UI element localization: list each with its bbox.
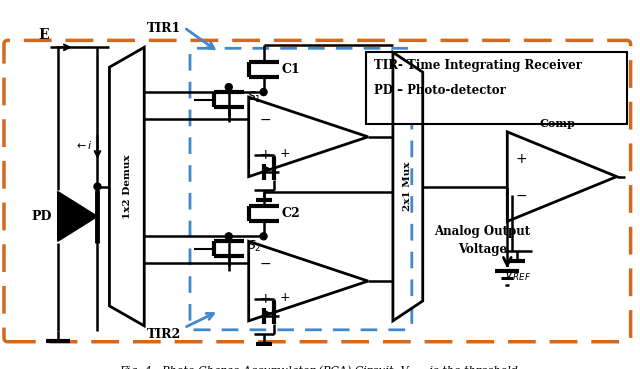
Circle shape bbox=[260, 233, 267, 240]
Circle shape bbox=[260, 89, 267, 96]
Text: TIR1: TIR1 bbox=[147, 23, 182, 35]
Text: 1x2 Demux: 1x2 Demux bbox=[123, 154, 132, 219]
Text: Fig. 4.  Photo Charge Accumulator (PCA) Circuit. V      is the threshold: Fig. 4. Photo Charge Accumulator (PCA) C… bbox=[119, 366, 518, 369]
Text: C1: C1 bbox=[282, 63, 300, 76]
Text: 2x1 Mux: 2x1 Mux bbox=[403, 162, 412, 211]
Text: PD – Photo-detector: PD – Photo-detector bbox=[374, 84, 506, 97]
Circle shape bbox=[225, 84, 232, 90]
Text: $\leftarrow i$: $\leftarrow i$ bbox=[74, 139, 93, 151]
Text: Voltage: Voltage bbox=[458, 243, 507, 256]
Text: Comp: Comp bbox=[539, 118, 575, 129]
Text: Analog Output: Analog Output bbox=[435, 225, 531, 238]
Text: $+$: $+$ bbox=[515, 152, 527, 166]
Text: $S_2$: $S_2$ bbox=[246, 239, 261, 254]
Text: $-$: $-$ bbox=[259, 112, 271, 126]
Polygon shape bbox=[58, 192, 97, 241]
Text: TIR2: TIR2 bbox=[147, 328, 182, 341]
Text: TIR- Time Integrating Receiver: TIR- Time Integrating Receiver bbox=[374, 59, 582, 72]
FancyBboxPatch shape bbox=[366, 52, 627, 124]
Text: C2: C2 bbox=[282, 207, 300, 220]
Text: $-$: $-$ bbox=[259, 256, 271, 270]
Text: $+$: $+$ bbox=[278, 147, 290, 160]
Text: PD: PD bbox=[32, 210, 52, 223]
Text: $+$: $+$ bbox=[259, 148, 271, 162]
Text: $V_{REF}$: $V_{REF}$ bbox=[504, 268, 531, 283]
Text: $S_1$: $S_1$ bbox=[246, 90, 261, 104]
Circle shape bbox=[225, 233, 232, 240]
Circle shape bbox=[94, 183, 101, 190]
Text: $+$: $+$ bbox=[259, 292, 271, 306]
Text: $-$: $-$ bbox=[515, 187, 527, 201]
Text: E: E bbox=[38, 28, 49, 42]
Text: $+$: $+$ bbox=[278, 292, 290, 304]
